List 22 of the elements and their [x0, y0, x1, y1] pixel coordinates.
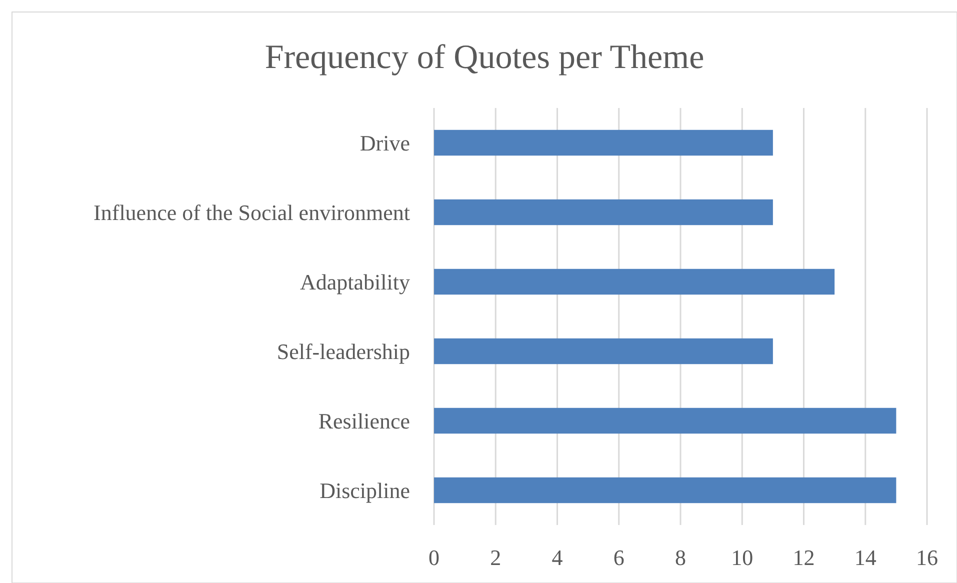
bar — [434, 130, 773, 156]
x-tick-label: 12 — [792, 545, 815, 570]
chart-title: Frequency of Quotes per Theme — [264, 39, 704, 76]
x-tick-label: 14 — [854, 545, 876, 570]
x-tick-label: 10 — [731, 545, 754, 570]
y-tick-label: Resilience — [318, 408, 410, 434]
bar — [434, 268, 835, 295]
y-tick-label: Adaptability — [300, 269, 410, 294]
y-tick-label: Self-leadership — [276, 338, 410, 364]
bar — [434, 408, 896, 434]
x-tick-label: 0 — [428, 545, 440, 570]
bar — [434, 338, 773, 364]
x-tick-label: 6 — [613, 545, 624, 570]
y-tick-label: Influence of the Social environment — [94, 200, 410, 225]
y-tick-label: Drive — [360, 130, 410, 156]
x-tick-label: 2 — [490, 545, 502, 570]
bar — [434, 477, 896, 504]
x-tick-label: 16 — [916, 545, 938, 570]
bar — [434, 199, 773, 226]
x-tick-label: 4 — [552, 545, 563, 570]
x-tick-label: 8 — [675, 545, 686, 570]
y-tick-label: Discipline — [320, 478, 410, 503]
